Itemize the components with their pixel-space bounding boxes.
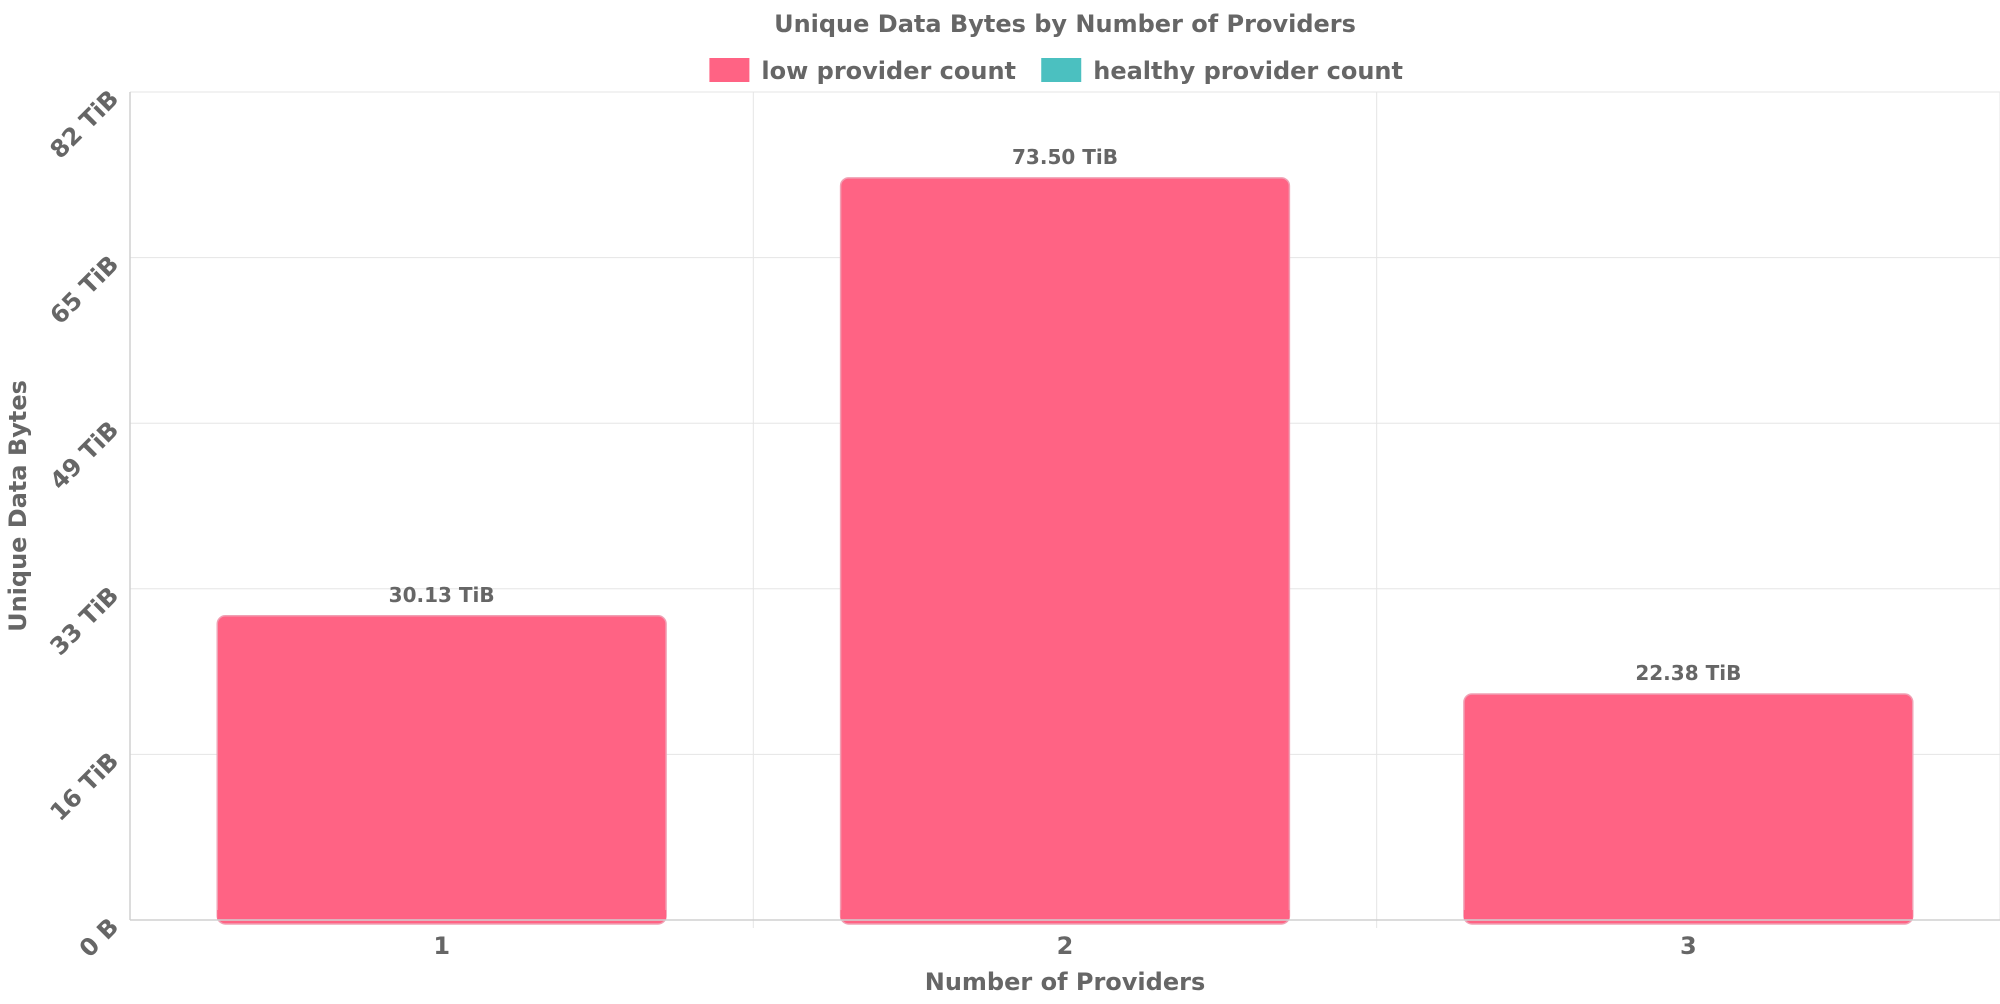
bar[interactable]: [1463, 693, 1914, 925]
chart-title: Unique Data Bytes by Number of Providers: [774, 10, 1356, 38]
bar-value-label: 30.13 TiB: [389, 583, 495, 607]
bar-value-label: 73.50 TiB: [1012, 145, 1118, 169]
y-tick-label: 49 TiB: [45, 416, 125, 496]
y-tick-label: 65 TiB: [45, 250, 125, 330]
bars: [216, 177, 1914, 925]
y-axis-title: Unique Data Bytes: [4, 380, 32, 632]
legend-swatch: [1041, 58, 1082, 82]
legend-label: healthy provider count: [1093, 57, 1403, 85]
x-tick-label: 2: [1057, 932, 1074, 960]
y-tick-label: 33 TiB: [45, 581, 125, 661]
bar-base: [1463, 910, 1913, 920]
bar-value-label: 22.38 TiB: [1635, 661, 1741, 685]
bar[interactable]: [216, 615, 667, 925]
legend-item[interactable]: low provider count: [709, 57, 1016, 85]
legend-item[interactable]: healthy provider count: [1041, 57, 1403, 85]
data-labels: 30.13 TiB 73.50 TiB 22.38 TiB: [389, 145, 1742, 685]
y-tick-label: 82 TiB: [45, 84, 125, 164]
legend: low provider count healthy provider count: [709, 57, 1403, 85]
legend-label: low provider count: [761, 57, 1016, 85]
x-tick-label: 1: [433, 932, 450, 960]
legend-swatch: [709, 58, 750, 82]
bar-base: [217, 910, 667, 920]
bar[interactable]: [839, 177, 1291, 925]
bar-base: [840, 910, 1290, 920]
y-tick-label: 0 B: [74, 912, 124, 962]
x-axis-title: Number of Providers: [925, 968, 1205, 996]
x-tick-label: 3: [1680, 932, 1697, 960]
y-tick-label: 16 TiB: [45, 747, 125, 827]
